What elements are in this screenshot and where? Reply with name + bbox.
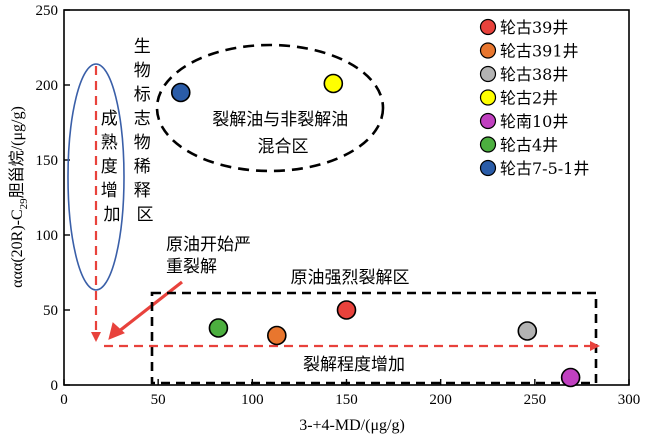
data-point [170, 82, 191, 103]
maturity-char: 度 [101, 157, 118, 177]
y-axis-label-sub: 29 [18, 198, 30, 210]
biomarker-char: 释 [134, 181, 151, 201]
mixed-zone-line: 混合区 [258, 137, 309, 157]
cracking-increase-text: 裂解程度增加 [303, 355, 405, 375]
legend-label: 轮古7-5-1井 [500, 159, 589, 178]
biomarker-char: 标 [134, 85, 151, 105]
legend-marker [479, 42, 497, 59]
axis-ticks: 0 50 100 150 200 250 300 0 50 100 150 200 250 [36, 3, 641, 408]
mixed-zone-line: 裂解油与非裂解油 [212, 110, 348, 130]
y-tick-label: 100 [36, 228, 59, 244]
data-point [560, 367, 581, 388]
biomarker-char: 区 [137, 205, 154, 225]
data-points [170, 73, 581, 388]
maturity-char: 增 [101, 181, 118, 201]
x-tick-label: 0 [60, 392, 68, 408]
data-point [336, 300, 357, 320]
data-point [208, 318, 229, 338]
y-tick-label: 150 [36, 153, 59, 169]
y-axis-label-post: 胆甾烷/(μg/g) [8, 106, 26, 198]
y-axis-label: ααα(20R)-C29胆甾烷/(μg/g) [8, 106, 30, 288]
legend-label: 轮古391井 [500, 42, 579, 61]
data-point [323, 73, 344, 94]
severe-cracking-arrow [117, 280, 183, 334]
biomarker-char: 志 [134, 109, 151, 129]
legend-marker [479, 112, 497, 130]
legend-marker [479, 159, 497, 177]
legend-label: 轮古39井 [500, 18, 568, 37]
maturity-char: 熟 [101, 132, 118, 153]
x-tick-label: 50 [151, 392, 166, 408]
maturity-ellipse [67, 63, 125, 291]
biomarker-char: 物 [134, 133, 151, 153]
x-tick-label: 150 [335, 392, 358, 408]
biomarker-char: 生 [134, 37, 151, 57]
data-point [517, 321, 538, 341]
biomarker-char: 稀 [134, 157, 151, 177]
severe-cracking-line: 原油开始严 [166, 235, 251, 255]
x-tick-label: 200 [429, 392, 452, 408]
legend-label: 轮古38井 [500, 65, 568, 84]
x-tick-label: 100 [241, 392, 264, 408]
legend-marker [479, 18, 497, 36]
biomarker-release-text: 生 物 标 志 物 稀 释 区 [134, 37, 156, 225]
severe-cracking-line: 重裂解 [166, 257, 217, 277]
legend-marker [479, 136, 497, 153]
y-tick-label: 200 [36, 78, 59, 94]
legend-label: 轮古2井 [500, 89, 558, 108]
mixed-zone-text: 裂解油与非裂解油 混合区 [212, 110, 353, 157]
x-axis-label: 3-+4-MD/(μg/g) [299, 417, 405, 434]
legend-label: 轮古4井 [500, 136, 558, 155]
severe-cracking-arrowhead [108, 322, 125, 340]
strong-cracking-zone-box [150, 291, 598, 385]
legend-marker [479, 89, 497, 106]
strong-cracking-zone-text: 原油强烈裂解区 [291, 268, 410, 288]
data-point [267, 325, 287, 346]
biomarker-char: 物 [134, 61, 151, 81]
maturity-char: 成 [101, 109, 118, 129]
y-tick-label: 0 [51, 378, 59, 394]
maturity-text: 成 熟 度 增 加 [101, 109, 123, 225]
legend-marker [479, 65, 497, 83]
severe-cracking-start-text: 原油开始严 重裂解 [166, 235, 256, 277]
mixed-zone-ellipse [155, 43, 385, 173]
y-tick-label: 50 [43, 303, 58, 319]
legend-label: 轮南10井 [500, 112, 568, 131]
x-tick-label: 250 [524, 392, 547, 408]
y-axis-label-pre: ααα(20R)-C [9, 209, 26, 287]
y-tick-label: 250 [36, 3, 59, 19]
x-tick-label: 300 [618, 392, 641, 408]
maturity-char: 加 [104, 205, 121, 225]
